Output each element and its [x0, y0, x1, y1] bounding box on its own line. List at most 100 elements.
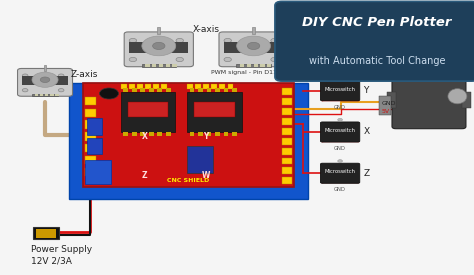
Bar: [142, 64, 176, 67]
Bar: [55, 94, 59, 96]
Bar: [157, 27, 160, 34]
Bar: [187, 146, 213, 173]
Bar: [85, 156, 96, 164]
Bar: [398, 68, 460, 77]
Bar: [282, 88, 292, 95]
Bar: [198, 88, 203, 92]
Bar: [282, 98, 292, 105]
Bar: [166, 132, 171, 136]
Bar: [190, 88, 194, 92]
Bar: [153, 84, 159, 89]
Bar: [207, 88, 211, 92]
Bar: [85, 97, 96, 105]
Bar: [87, 138, 102, 154]
Bar: [149, 132, 154, 136]
Bar: [207, 132, 211, 136]
Bar: [282, 177, 292, 184]
Bar: [85, 132, 96, 141]
Text: CNC SHIELD: CNC SHIELD: [167, 178, 210, 183]
Bar: [194, 102, 235, 117]
Bar: [161, 84, 167, 89]
Bar: [132, 88, 137, 92]
Ellipse shape: [224, 39, 231, 43]
Bar: [187, 92, 242, 132]
Ellipse shape: [129, 39, 137, 43]
Ellipse shape: [271, 57, 278, 62]
Ellipse shape: [176, 57, 183, 62]
Text: Power Supply
12V 2/3A: Power Supply 12V 2/3A: [31, 245, 92, 266]
Bar: [121, 84, 127, 89]
Bar: [157, 132, 162, 136]
Bar: [215, 88, 220, 92]
Ellipse shape: [40, 77, 50, 82]
Bar: [195, 84, 201, 89]
Bar: [145, 64, 149, 67]
Ellipse shape: [247, 42, 260, 50]
Text: GND: GND: [334, 146, 346, 151]
Bar: [129, 84, 135, 89]
Text: Microswitch: Microswitch: [325, 87, 356, 92]
Ellipse shape: [58, 74, 64, 77]
Bar: [50, 94, 54, 96]
Bar: [140, 132, 145, 136]
Bar: [87, 118, 102, 135]
Bar: [198, 132, 203, 136]
Bar: [85, 168, 96, 176]
Ellipse shape: [22, 74, 28, 77]
Bar: [33, 227, 59, 239]
Text: Y: Y: [203, 132, 209, 141]
Text: PWM signal - Pin D11: PWM signal - Pin D11: [211, 70, 277, 75]
Bar: [224, 132, 228, 136]
Bar: [157, 88, 162, 92]
Bar: [219, 84, 225, 89]
Bar: [282, 108, 292, 115]
Bar: [247, 64, 251, 67]
Bar: [40, 94, 43, 96]
Bar: [128, 102, 168, 117]
Ellipse shape: [100, 88, 118, 99]
Bar: [237, 64, 271, 67]
Ellipse shape: [176, 39, 183, 43]
Bar: [211, 84, 217, 89]
Bar: [145, 84, 151, 89]
Text: DIY CNC Pen Plotter: DIY CNC Pen Plotter: [302, 16, 452, 29]
Bar: [166, 88, 171, 92]
Text: X-axis: X-axis: [192, 25, 219, 34]
Bar: [379, 96, 391, 116]
Bar: [215, 132, 220, 136]
FancyBboxPatch shape: [219, 32, 288, 67]
Text: Microswitch: Microswitch: [325, 169, 356, 174]
Ellipse shape: [22, 89, 28, 92]
FancyBboxPatch shape: [124, 32, 193, 67]
Bar: [228, 84, 233, 89]
Bar: [224, 42, 283, 53]
Bar: [462, 92, 471, 108]
Bar: [36, 229, 56, 238]
Bar: [282, 148, 292, 155]
FancyBboxPatch shape: [392, 64, 466, 129]
Bar: [121, 92, 175, 132]
Bar: [152, 64, 156, 67]
Bar: [282, 158, 292, 164]
FancyBboxPatch shape: [320, 81, 360, 101]
Bar: [22, 76, 68, 85]
Bar: [267, 64, 272, 67]
FancyBboxPatch shape: [320, 122, 360, 142]
Bar: [123, 132, 128, 136]
Ellipse shape: [129, 57, 137, 62]
Bar: [190, 132, 194, 136]
Bar: [149, 88, 154, 92]
Bar: [260, 64, 264, 67]
Bar: [44, 65, 46, 71]
FancyBboxPatch shape: [18, 68, 73, 96]
Text: GND: GND: [334, 187, 346, 192]
Bar: [282, 128, 292, 135]
Text: Z: Z: [142, 172, 147, 180]
Text: X: X: [142, 132, 147, 141]
Bar: [123, 88, 128, 92]
Bar: [165, 64, 170, 67]
Ellipse shape: [224, 57, 231, 62]
Text: Microswitch: Microswitch: [325, 128, 356, 133]
Bar: [45, 94, 48, 96]
Bar: [254, 64, 258, 67]
